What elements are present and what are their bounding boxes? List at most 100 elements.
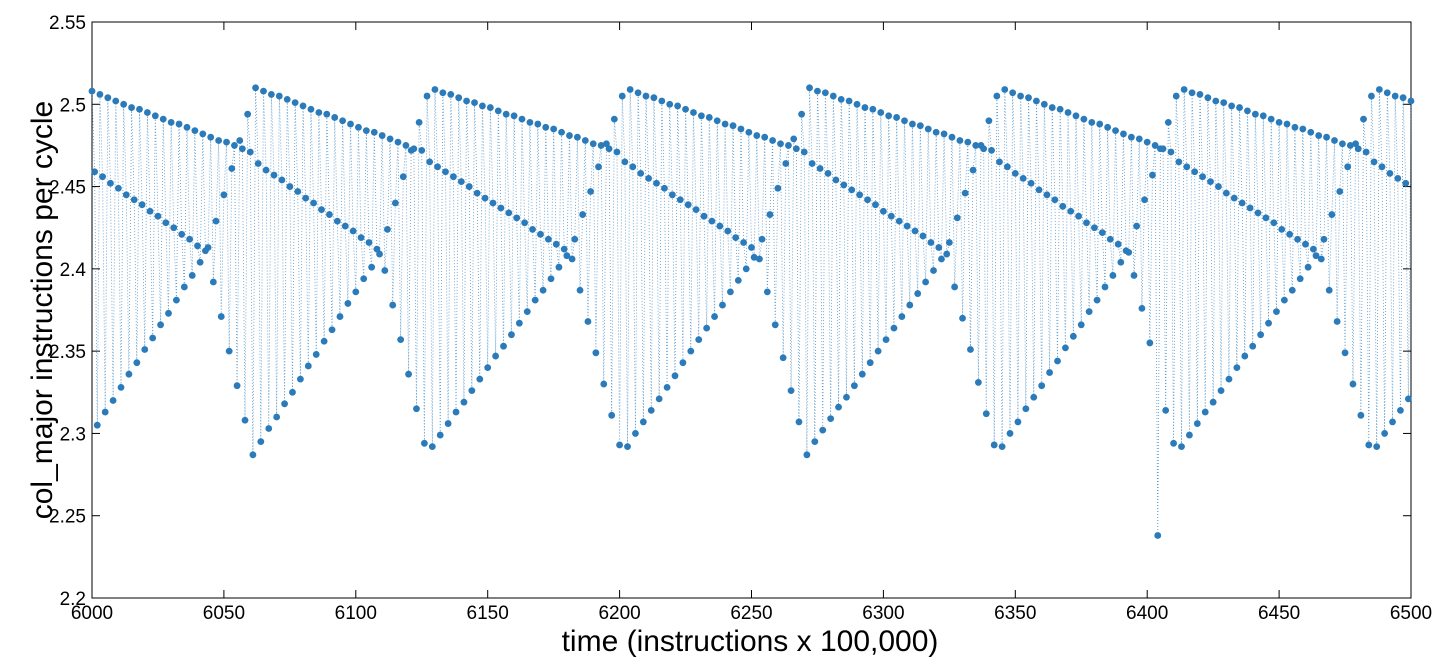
- data-point: [645, 174, 653, 182]
- data-point: [471, 99, 478, 107]
- data-point: [806, 84, 813, 92]
- x-tick-label: 6100: [335, 603, 377, 624]
- data-point: [990, 441, 998, 449]
- data-point: [911, 227, 919, 235]
- data-point: [1383, 89, 1391, 97]
- data-point: [444, 420, 452, 427]
- data-point: [639, 418, 647, 426]
- data-point: [1003, 163, 1011, 171]
- x-tick-label: 6200: [598, 603, 640, 624]
- data-point: [634, 89, 642, 97]
- data-point: [439, 89, 447, 97]
- data-point: [1011, 170, 1019, 177]
- data-point: [996, 158, 1003, 166]
- data-point: [1025, 94, 1032, 102]
- data-point: [753, 132, 761, 139]
- data-point: [671, 372, 679, 380]
- data-point: [1088, 118, 1096, 126]
- data-point: [180, 283, 188, 291]
- data-point: [637, 170, 645, 177]
- data-point: [370, 128, 378, 136]
- data-point: [959, 314, 966, 322]
- data-point: [157, 321, 164, 329]
- data-point: [302, 194, 310, 202]
- data-point: [494, 107, 502, 115]
- data-point: [376, 250, 383, 258]
- data-point: [1283, 120, 1291, 128]
- data-point: [505, 209, 513, 217]
- data-point: [1349, 380, 1357, 388]
- data-point: [798, 110, 806, 118]
- data-point: [856, 191, 864, 199]
- data-point: [481, 194, 489, 202]
- data-point: [88, 87, 96, 95]
- data-point: [1112, 127, 1119, 135]
- data-point: [170, 224, 178, 232]
- data-point: [391, 199, 399, 207]
- data-point: [1394, 174, 1402, 182]
- data-point: [357, 234, 365, 241]
- data-point: [1244, 107, 1251, 115]
- data-point: [415, 118, 423, 126]
- data-point: [961, 189, 969, 197]
- data-point: [1315, 132, 1323, 139]
- data-point: [1317, 255, 1325, 263]
- data-point: [1365, 441, 1373, 449]
- data-point: [315, 109, 323, 116]
- data-point: [500, 342, 507, 350]
- data-point: [964, 138, 972, 146]
- data-point: [275, 92, 283, 100]
- data-point: [151, 112, 159, 120]
- data-point: [674, 102, 682, 110]
- data-point: [326, 211, 333, 218]
- data-point: [1302, 240, 1309, 248]
- data-point: [149, 334, 157, 342]
- data-point: [492, 352, 500, 360]
- data-point: [550, 125, 558, 133]
- data-point: [233, 382, 241, 390]
- data-point: [1280, 296, 1288, 304]
- data-point: [769, 137, 777, 144]
- data-point: [1051, 196, 1059, 204]
- data-point: [1275, 118, 1283, 126]
- data-point: [1135, 135, 1143, 143]
- data-point: [610, 115, 618, 123]
- data-point: [365, 239, 373, 246]
- data-point: [1325, 286, 1333, 294]
- data-point: [384, 225, 391, 233]
- data-point: [1130, 272, 1138, 279]
- data-point: [858, 370, 866, 378]
- x-tick-label: 6450: [1258, 603, 1300, 624]
- data-point: [1149, 171, 1156, 179]
- data-point: [1360, 115, 1367, 123]
- data-point: [547, 275, 555, 283]
- data-point: [1270, 219, 1278, 227]
- data-point: [420, 439, 428, 447]
- data-point: [262, 166, 270, 174]
- data-point: [1141, 196, 1148, 204]
- data-point: [368, 263, 376, 271]
- data-point: [1333, 318, 1341, 325]
- data-point: [452, 408, 460, 416]
- data-point: [1043, 191, 1051, 199]
- data-point: [104, 94, 112, 102]
- data-point: [1209, 398, 1217, 406]
- data-point: [774, 184, 782, 192]
- data-point: [618, 92, 626, 100]
- data-point: [96, 91, 104, 98]
- data-point: [930, 267, 937, 274]
- data-point: [1125, 249, 1133, 256]
- data-point: [526, 118, 534, 126]
- data-point: [650, 94, 658, 102]
- data-point: [423, 92, 431, 100]
- data-point: [1030, 393, 1038, 401]
- data-point: [241, 416, 249, 424]
- data-point: [687, 347, 695, 355]
- data-point: [460, 398, 468, 406]
- data-point: [1404, 395, 1412, 403]
- data-point: [1054, 357, 1061, 365]
- data-point: [1399, 94, 1407, 102]
- data-point: [468, 387, 476, 395]
- data-point: [621, 158, 629, 166]
